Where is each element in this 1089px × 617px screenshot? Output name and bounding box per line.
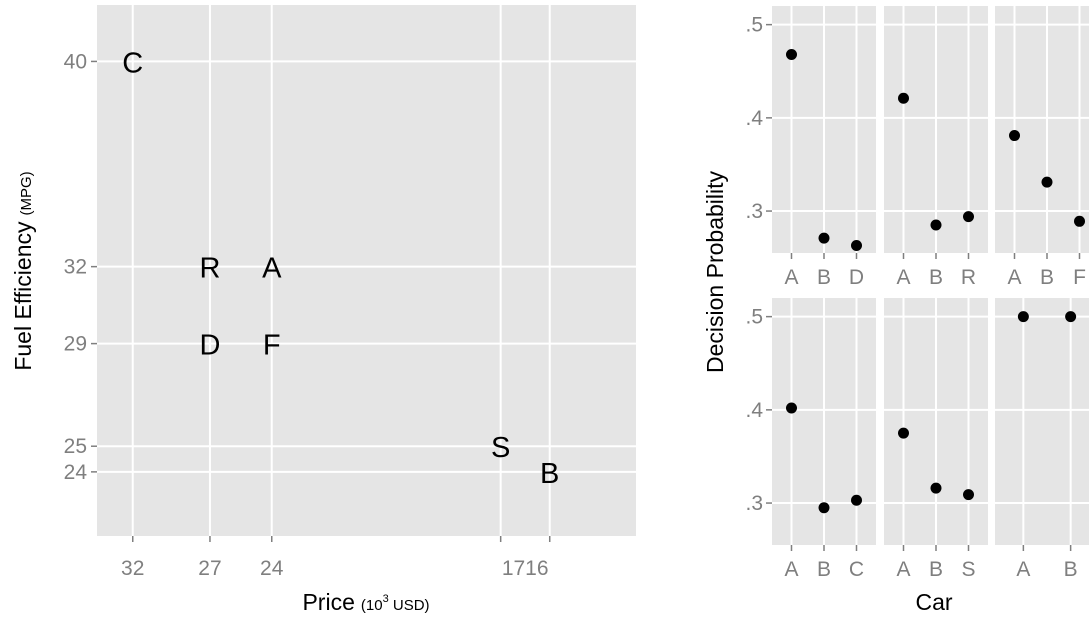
facet-x-tick-label: B [1064, 558, 1078, 581]
point-label-c: C [122, 47, 143, 79]
facet-panel-1: A B D .5 .4 .3 [745, 6, 876, 289]
y-tick-label: 25 [64, 435, 87, 458]
scatter-points: C R A D F SB [122, 47, 559, 489]
facet-point [898, 92, 909, 104]
facet-point [1074, 215, 1085, 227]
x-tick-label: 32 [121, 557, 144, 580]
facet-x-tick-label: R [961, 266, 976, 289]
facet-background [995, 298, 1089, 545]
facet-y-tick-label: .3 [745, 492, 763, 515]
facet-x-tick-label: A [1016, 558, 1030, 581]
y-axis-title: Fuel Efficiency(MPG) [10, 171, 36, 370]
facet-point [1041, 176, 1053, 188]
facet-x-tick-label: A [784, 266, 798, 289]
facet-point [963, 489, 974, 501]
facet-x-tick-label: B [817, 558, 831, 581]
decision-probability-facets: A B D.5.4.3A B R A B FA B C.5.4.3A B S A B Car Decisi… [702, 6, 1089, 615]
facet-x-tick-label: D [849, 266, 864, 289]
y-tick-label: 32 [64, 256, 87, 279]
facet-x-tick-label: F [1073, 266, 1086, 289]
x-axis-title-car: Car [915, 589, 952, 615]
facet-panel-4: A B C .5 .4 .3 [745, 298, 876, 581]
facet-x-tick-label: B [817, 266, 831, 289]
point-label-b: B [540, 458, 559, 490]
facet-x-tick-label: B [929, 266, 943, 289]
scatter-gridlines [97, 5, 636, 536]
facet-x-tick-label: A [896, 558, 910, 581]
facet-point [963, 211, 974, 223]
x-tick-label: 1716 [502, 557, 549, 580]
facet-x-tick-label: S [961, 558, 975, 581]
facet-x-tick-label: B [1040, 266, 1054, 289]
facet-point [818, 232, 830, 244]
facet-point [818, 502, 830, 514]
facet-y-tick-label: .5 [745, 14, 763, 37]
facet-point [1017, 311, 1029, 323]
y-tick-label: 24 [64, 461, 88, 484]
facet-y-tick-label: .4 [745, 107, 763, 130]
scatter-axis-ticks: 32 27 24 1716 40 32 29 25 24 [64, 50, 551, 580]
x-axis-unit-exponent: 3 [383, 593, 389, 605]
facet-x-tick-label: C [849, 558, 864, 581]
facet-y-tick-label: .5 [745, 306, 763, 329]
facet-point [898, 427, 909, 439]
facet-y-tick-label: .4 [745, 399, 763, 422]
facet-y-tick-label: .3 [745, 200, 763, 223]
y-axis-title-probability: Decision Probability [702, 171, 728, 373]
facet-point [1065, 311, 1077, 323]
facet-point [851, 240, 862, 252]
price-efficiency-scatter: 32 27 24 1716 40 32 29 25 24 C R A D F SB Price (103 U… [10, 5, 636, 615]
facet-point [786, 402, 797, 414]
facet-point [930, 482, 942, 494]
point-label-d: D [199, 330, 220, 362]
facet-point [930, 219, 942, 231]
facet-x-tick-label: B [929, 558, 943, 581]
x-axis-title: Price (103 USD) [302, 589, 429, 615]
point-label-f: F [263, 330, 281, 362]
point-label-r: R [199, 253, 220, 285]
facet-x-tick-label: A [784, 558, 798, 581]
y-tick-label: 40 [64, 50, 87, 73]
x-tick-label: 27 [198, 557, 221, 580]
point-label-s: S [491, 432, 510, 464]
facet-background [995, 6, 1089, 253]
point-label-a: A [262, 253, 282, 285]
scatter-panel-background [97, 5, 636, 536]
facet-point [851, 494, 862, 506]
facet-point [1009, 130, 1020, 142]
facet-x-tick-label: A [896, 266, 910, 289]
facet-x-tick-label: A [1007, 266, 1021, 289]
y-tick-label: 29 [64, 333, 87, 356]
x-tick-label: 24 [260, 557, 284, 580]
facet-point [786, 48, 797, 60]
